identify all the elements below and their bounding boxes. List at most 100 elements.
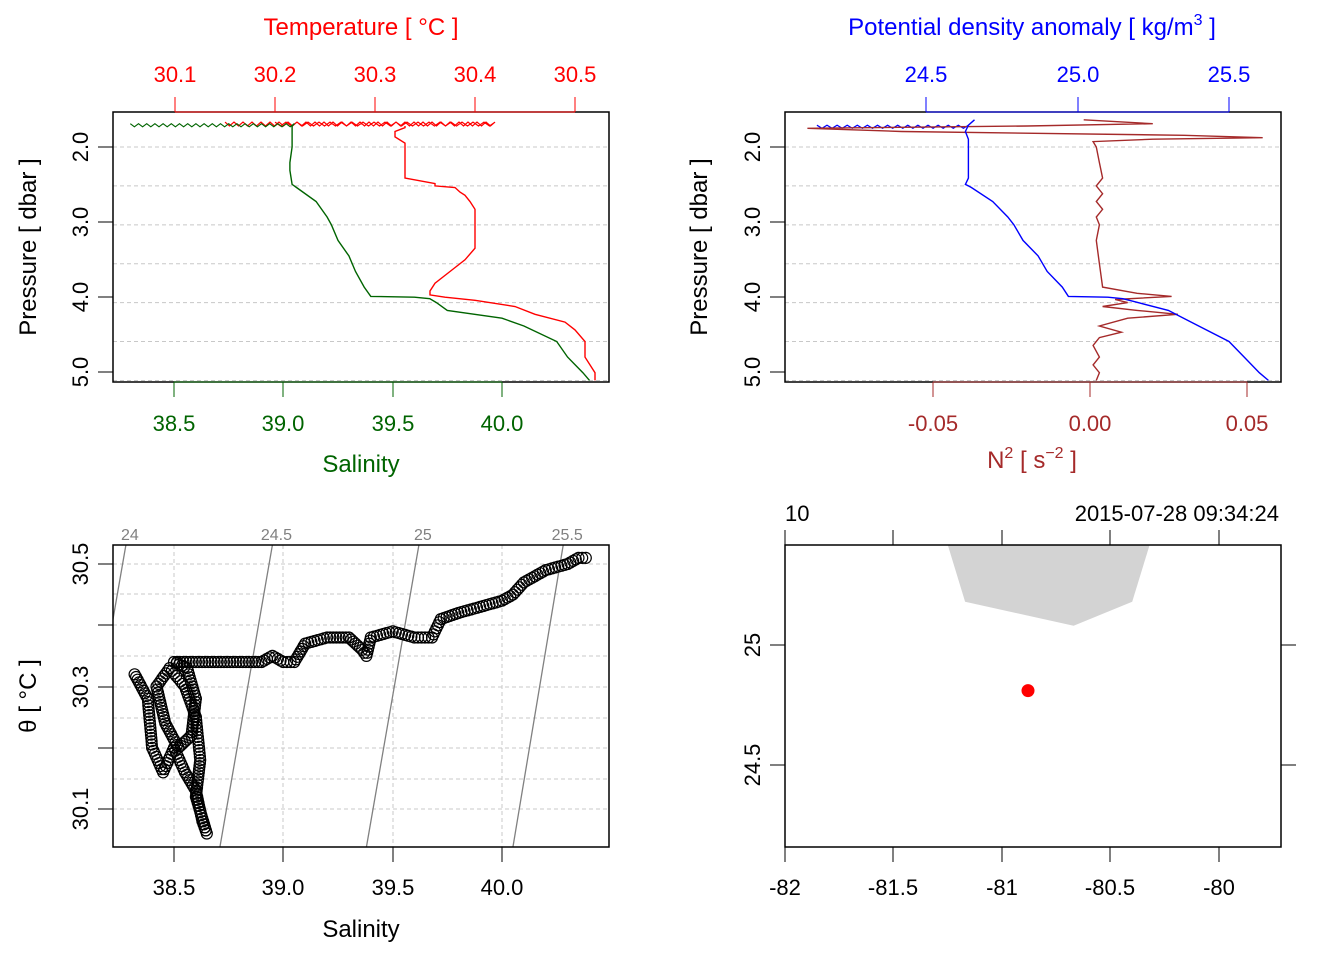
ts-point	[236, 655, 249, 669]
isopycnal-label: 24.5	[261, 527, 292, 544]
ts-point	[242, 655, 256, 669]
ts-point	[227, 655, 240, 669]
salinity-tick-label: 39.5	[372, 411, 415, 436]
isopycnal-label: 24	[121, 527, 139, 544]
station-marker[interactable]	[1021, 684, 1035, 698]
ts-salinity-tick-label: 38.5	[153, 875, 196, 900]
ts-salinity-tick-label: 40.0	[481, 875, 524, 900]
pressure-tick-label: 3.0	[68, 207, 93, 238]
isopycnal-line	[365, 545, 420, 847]
ts-point	[143, 708, 156, 722]
density-tick-label: 25.5	[1208, 62, 1251, 87]
ts-point	[194, 753, 207, 767]
ts-salinity-tick-label: 39.0	[262, 875, 305, 900]
ts-point	[208, 655, 221, 669]
ts-point	[196, 655, 209, 669]
ts-point	[152, 677, 165, 691]
pressure-tick-label: 5.0	[68, 357, 93, 388]
ts-point	[217, 655, 231, 669]
ts-point	[342, 631, 355, 644]
isopycnal-line	[113, 545, 127, 623]
ts-point	[230, 655, 243, 669]
ts-point	[142, 702, 155, 715]
salinity-surface-spike	[129, 122, 295, 128]
longitude-tick-label: -82	[769, 875, 801, 900]
longitude-tick-label: -81.5	[868, 875, 918, 900]
ts-point	[349, 637, 362, 650]
ts-point	[199, 655, 212, 669]
station-datetime-label: 2015-07-28 09:34:24	[1075, 501, 1279, 526]
pressure-tick-label: 3.0	[740, 207, 765, 238]
ts-point	[180, 655, 193, 669]
map-longitude-axis: -82 -81.5 -81 -80.5 -80	[769, 847, 1235, 900]
ts-point	[572, 551, 585, 565]
ts-theta-axis-title: θ [ °C ]	[15, 659, 42, 733]
ts-point	[345, 633, 358, 646]
ts-point	[142, 695, 155, 709]
density-tick-label: 24.5	[905, 62, 948, 87]
ts-point	[246, 655, 259, 669]
panel-density-profile: 24.5 25.0 25.5 Potential density anomaly…	[686, 12, 1282, 474]
ts-point	[192, 655, 206, 669]
ts-point	[144, 725, 157, 738]
isopycnal-line	[512, 545, 564, 847]
ts-point	[221, 655, 234, 669]
temperature-tick-label: 30.1	[154, 62, 197, 87]
ts-points	[128, 551, 592, 840]
ts-point	[249, 655, 262, 669]
longitude-tick-label: -80.5	[1085, 875, 1135, 900]
ts-point	[274, 654, 287, 667]
ts-point	[579, 551, 592, 565]
ts-point	[143, 712, 156, 725]
ts-point	[576, 551, 589, 565]
isopycnal-label: 25.5	[552, 527, 583, 544]
density-profile-line	[964, 119, 1269, 381]
ts-salinity-tick-label: 39.5	[372, 875, 415, 900]
salinity-tick-label: 40.0	[481, 411, 524, 436]
ts-theta-tick-label: 30.1	[68, 788, 93, 831]
n2-tick-label: -0.05	[908, 411, 958, 436]
ts-point	[176, 737, 189, 750]
latitude-tick-label: 24.5	[740, 744, 765, 787]
ts-point	[167, 655, 181, 669]
ts-theta-axis: 30.5 30.3 30.1	[68, 543, 113, 831]
ts-point	[211, 655, 224, 669]
n2-axis-title: N2 [ s−2 ]	[987, 445, 1077, 474]
ts-diagram-plot-area	[112, 544, 610, 848]
pressure-tick-label: 4.0	[68, 282, 93, 313]
panel-ts-profile: 30.1 30.2 30.3 30.4 30.5 Temperature [ °…	[15, 14, 610, 478]
n2-tick-label: 0.05	[1226, 411, 1269, 436]
temperature-axis-title: Temperature [ °C ]	[264, 14, 459, 41]
ts-point	[144, 718, 157, 732]
longitude-tick-label: -80	[1203, 875, 1235, 900]
ts-point	[189, 655, 202, 669]
n2-profile-line	[807, 119, 1263, 381]
temperature-tick-label: 30.4	[454, 62, 497, 87]
ts-point	[193, 743, 206, 757]
ts-point	[252, 655, 265, 669]
pressure-tick-label: 4.0	[740, 282, 765, 313]
ts-point	[177, 655, 190, 669]
ts-point	[205, 655, 218, 669]
ts-point	[224, 655, 237, 669]
latitude-tick-label: 25	[740, 633, 765, 657]
panel-ts-diagram: 38.5 39.0 39.5 40.0 Salinity 30.5 30.3 3…	[15, 527, 610, 943]
ts-point	[171, 655, 184, 669]
n2-tick-label: 0.00	[1069, 411, 1112, 436]
temperature-surface-spike	[224, 121, 496, 127]
pressure-axis-title-2: Pressure [ dbar ]	[686, 158, 713, 335]
ts-point	[339, 631, 352, 644]
longitude-tick-label: -81	[986, 875, 1018, 900]
map-top-ticks	[784, 530, 1220, 545]
density-tick-label: 25.0	[1057, 62, 1100, 87]
ts-point	[214, 655, 227, 669]
ts-point	[321, 631, 334, 644]
density-axis-title: Potential density anomaly [ kg/m3 ]	[848, 12, 1216, 41]
temperature-profile-line	[394, 126, 596, 381]
salinity-tick-label: 39.0	[262, 411, 305, 436]
pressure-axis-title: Pressure [ dbar ]	[15, 158, 42, 335]
ts-point	[536, 565, 550, 578]
ts-point	[174, 739, 187, 752]
map-latitude-axis: 25 24.5	[740, 633, 1296, 787]
ts-point	[142, 705, 155, 718]
